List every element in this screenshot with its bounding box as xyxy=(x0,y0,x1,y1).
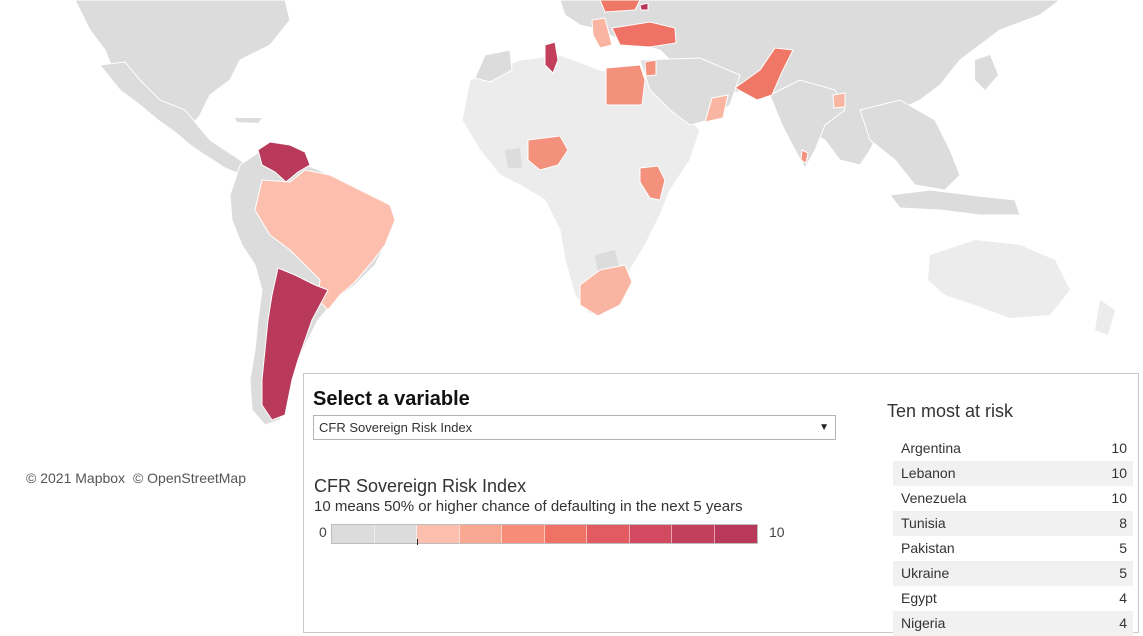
oman-region[interactable] xyxy=(704,94,729,123)
india-region xyxy=(769,79,846,170)
turkey-region[interactable] xyxy=(611,21,677,48)
legend-title: CFR Sovereign Risk Index xyxy=(314,476,527,496)
risk-value: 5 xyxy=(1119,540,1127,556)
risk-value: 10 xyxy=(1111,490,1127,506)
new-zealand-region xyxy=(1095,300,1115,335)
indonesia-region xyxy=(889,189,1021,216)
scale-swatch xyxy=(417,525,460,543)
legend-subtitle: 10 means 50% or higher chance of default… xyxy=(314,498,743,515)
lebanon-region[interactable] xyxy=(639,2,649,11)
australia-region xyxy=(928,240,1070,318)
southeast-asia-region xyxy=(859,99,961,191)
sri-lanka-region[interactable] xyxy=(800,149,809,164)
jordan-region[interactable] xyxy=(644,59,657,77)
caribbean-islands xyxy=(235,118,262,123)
top-risk-list: Argentina 10 Lebanon 10 Venezuela 10 Tunisia 8 P… xyxy=(893,436,1133,636)
scale-marker xyxy=(417,539,418,545)
risk-list-item[interactable]: Argentina 10 xyxy=(893,436,1133,461)
risk-country: Egypt xyxy=(901,590,937,606)
color-scale xyxy=(331,524,758,544)
pakistan-region[interactable] xyxy=(734,47,794,101)
risk-list-item[interactable]: Venezuela 10 xyxy=(893,486,1133,511)
variable-dropdown[interactable]: CFR Sovereign Risk Index ▼ xyxy=(313,415,836,440)
risk-value: 5 xyxy=(1119,565,1127,581)
scale-swatch xyxy=(459,525,502,543)
control-panel: Select a variable CFR Sovereign Risk Ind… xyxy=(303,373,1139,636)
risk-country: Venezuela xyxy=(901,490,967,506)
risk-list-item[interactable]: Ukraine 5 xyxy=(893,561,1133,586)
risk-country: Tunisia xyxy=(901,515,946,531)
venezuela-region[interactable] xyxy=(257,141,311,183)
south-africa-region[interactable] xyxy=(579,264,633,317)
risk-value: 10 xyxy=(1111,465,1127,481)
risk-value: 4 xyxy=(1119,590,1127,606)
mapbox-attribution[interactable]: © 2021 Mapbox xyxy=(26,470,126,486)
top-risk-title: Ten most at risk xyxy=(887,401,1014,421)
ukraine-region[interactable] xyxy=(599,0,641,13)
scale-swatch xyxy=(502,525,545,543)
scale-swatch xyxy=(374,525,417,543)
risk-list-item[interactable]: Pakistan 5 xyxy=(893,536,1133,561)
west-africa-region xyxy=(505,148,522,168)
scale-max-label: 10 xyxy=(769,524,785,540)
risk-country: Nigeria xyxy=(901,615,946,631)
risk-list-item[interactable]: Egypt 4 xyxy=(893,586,1133,611)
japan-region xyxy=(975,55,998,90)
osm-attribution[interactable]: © OpenStreetMap xyxy=(132,470,246,486)
risk-list-item[interactable]: Lebanon 10 xyxy=(893,461,1133,486)
brazil-region[interactable] xyxy=(254,169,396,311)
dropdown-arrow-icon[interactable]: ▼ xyxy=(819,422,829,433)
risk-value: 4 xyxy=(1119,615,1127,631)
kenya-region[interactable] xyxy=(639,165,666,201)
scale-swatch xyxy=(672,525,715,543)
risk-value: 10 xyxy=(1111,440,1127,456)
scale-swatch xyxy=(332,525,375,543)
nigeria-region[interactable] xyxy=(527,135,569,171)
scale-swatch xyxy=(587,525,630,543)
risk-country: Argentina xyxy=(901,440,961,456)
map-attribution: © 2021 Mapbox © OpenStreetMap xyxy=(26,470,250,486)
risk-value: 8 xyxy=(1119,515,1127,531)
argentina-region[interactable] xyxy=(261,267,329,421)
select-variable-title: Select a variable xyxy=(313,388,470,410)
bangladesh-region[interactable] xyxy=(832,92,846,109)
risk-list-item[interactable]: Tunisia 8 xyxy=(893,511,1133,536)
scale-swatch xyxy=(714,525,757,543)
tunisia-region[interactable] xyxy=(544,41,559,74)
greece-region[interactable] xyxy=(591,17,613,49)
morocco-region xyxy=(474,49,513,83)
risk-country: Lebanon xyxy=(901,465,956,481)
risk-country: Pakistan xyxy=(901,540,955,556)
scale-swatch xyxy=(629,525,672,543)
scale-min-label: 0 xyxy=(319,524,327,540)
risk-country: Ukraine xyxy=(901,565,950,581)
scale-swatch xyxy=(544,525,587,543)
risk-list-item[interactable]: Nigeria 4 xyxy=(893,611,1133,636)
dropdown-value: CFR Sovereign Risk Index xyxy=(319,420,473,435)
egypt-region[interactable] xyxy=(605,64,646,106)
